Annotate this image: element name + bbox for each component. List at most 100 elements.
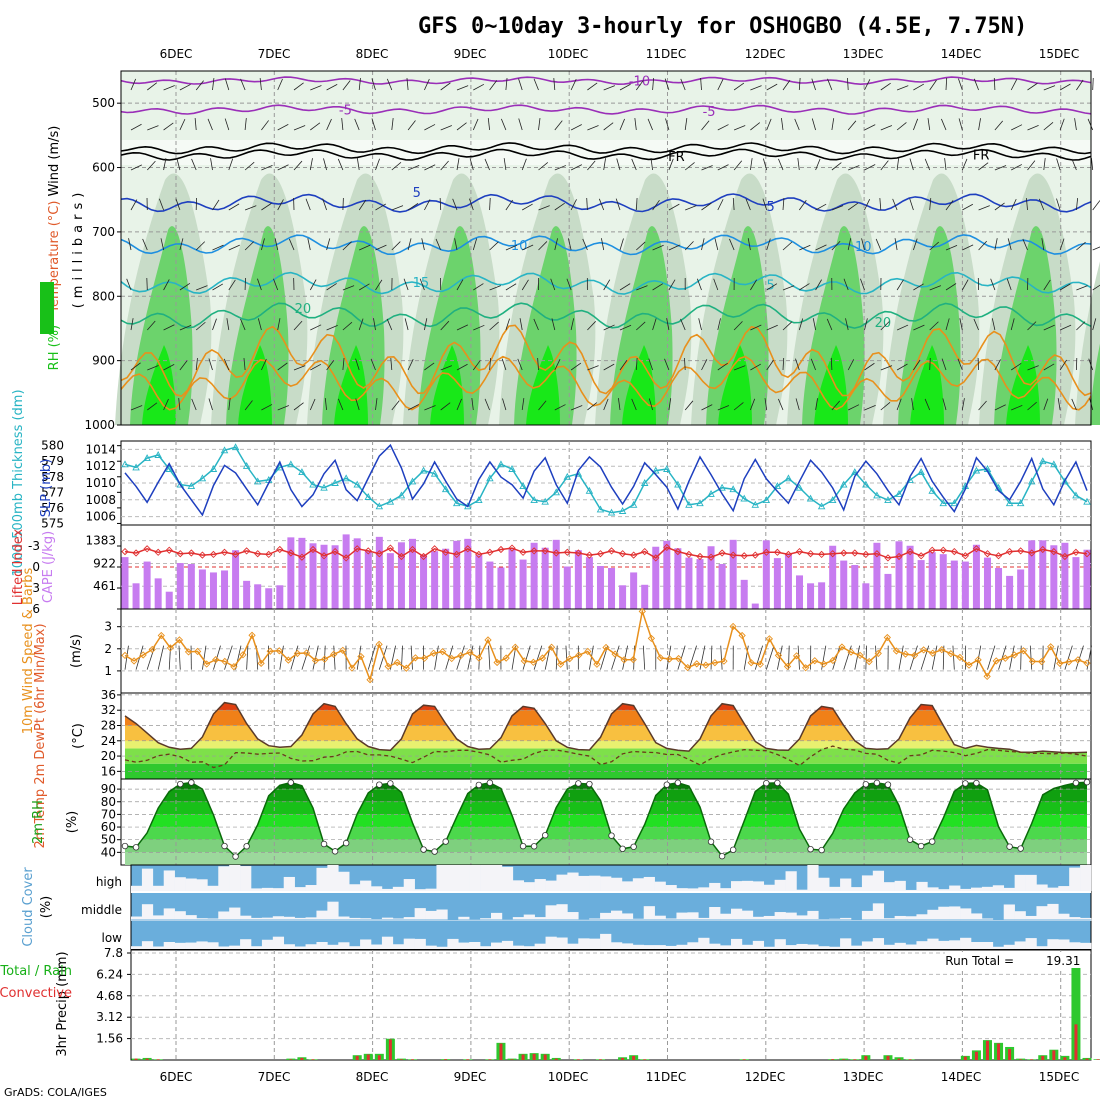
wind-barb (652, 199, 660, 211)
thickness-line-point (851, 468, 859, 476)
cloud-high-bar (600, 876, 612, 891)
cloud-middle-bar (938, 906, 950, 921)
wind-barb (342, 80, 351, 91)
wind-barb (551, 318, 556, 331)
cape-axes: -3 0 3 6 461 922 1383 (28, 534, 121, 616)
wind10m-line-point (321, 655, 329, 663)
cape-bar (497, 567, 505, 609)
wind10m-line-point (148, 645, 156, 654)
wind-barb (342, 358, 345, 371)
wind-barb (375, 244, 387, 251)
wind10m-line-point (602, 643, 610, 652)
wind-barb (827, 78, 833, 91)
cloud-high-bar (676, 888, 688, 891)
cloud-ylabel: Cloud Cover (21, 867, 36, 947)
cloud-low-bar (720, 945, 732, 949)
wind-barb (208, 398, 213, 411)
precip-conv-bar (311, 1059, 315, 1060)
wind10m-line-point (1083, 659, 1091, 667)
cloud-high-bar (971, 887, 983, 891)
cloud-high-bar (720, 888, 732, 891)
cloud-low-bar (1058, 939, 1070, 949)
wind-barb (1057, 398, 1061, 411)
wind-barb (1006, 278, 1012, 291)
cape-bar (1050, 545, 1058, 609)
wind-barb (472, 118, 479, 131)
wind10m-line-point (175, 636, 184, 644)
wind-barb (880, 402, 891, 411)
thickness-line-point (928, 486, 936, 494)
li-line-point (408, 545, 417, 554)
wind-barb (830, 357, 833, 371)
wind-barb (358, 318, 364, 331)
thickness-line-point (475, 496, 483, 504)
wind-barb (342, 241, 352, 251)
ylabel-wind: Wind (m/s) (47, 126, 62, 197)
wind10m-line-point (420, 654, 429, 662)
wind-barb (880, 321, 890, 331)
li-line-point (928, 546, 936, 554)
wind-barb (243, 358, 246, 371)
wind-barb (717, 199, 724, 211)
wind-barb (848, 165, 860, 171)
wind-barb (358, 199, 367, 211)
wind-barb (924, 158, 931, 171)
wind10m-line-point (384, 662, 392, 671)
thickness-line-point (784, 474, 793, 482)
precip-conv-bar (632, 1055, 636, 1060)
wind-barb (880, 160, 889, 171)
wind-barb (147, 160, 156, 171)
wind-barb (812, 318, 816, 331)
li-line-point (873, 550, 881, 558)
cape-bar (143, 561, 151, 609)
cloud-high-bar (905, 889, 917, 891)
rh-tick-label: 70 (101, 807, 116, 821)
temp-contour (120, 148, 1092, 161)
li-tick-label: 0 (32, 560, 40, 574)
wind-barb (696, 278, 702, 291)
wind-barb (501, 358, 507, 371)
cloud-middle-bar (611, 910, 623, 921)
cape-bar (121, 557, 129, 609)
li-line-point (906, 547, 914, 556)
wind10m-line-point (1001, 654, 1009, 662)
wind-barb (636, 321, 646, 331)
wind10m-line-point (756, 660, 764, 668)
wind-barb (261, 238, 265, 251)
wind-barb (195, 358, 198, 371)
cloud-high-bar (371, 886, 383, 891)
wind-barb (717, 164, 729, 171)
wind10m-line-point (302, 649, 311, 657)
cloud-high-bar (840, 878, 852, 891)
wind-barb (210, 158, 213, 171)
wind10m-barb (931, 645, 938, 670)
cloud-high-bar (403, 879, 415, 891)
precip-conv-bar (510, 1059, 514, 1060)
wind-barb (207, 118, 213, 131)
cloud-middle-bar (621, 913, 634, 921)
wind-barb (924, 398, 931, 411)
cloud-low-bar (294, 946, 306, 949)
wind-barb (142, 238, 148, 251)
thickness-line-point (950, 499, 959, 507)
run-total-box (945, 952, 1089, 968)
wind-barb (228, 158, 234, 171)
wind-barb (782, 285, 795, 291)
wind-barb (587, 82, 598, 91)
li-line-point (829, 550, 837, 558)
wind-barb (766, 359, 774, 371)
wind-barb (762, 158, 768, 171)
precip-conv-bar (963, 1056, 967, 1060)
wind-barb (1043, 324, 1055, 331)
wind-barb (973, 78, 979, 91)
rh-zone-green (514, 226, 577, 425)
wind-barb (309, 158, 313, 171)
wind-barb (179, 84, 191, 91)
wind10m-line-point (402, 664, 410, 672)
cape-bar (751, 603, 759, 609)
wind-barb (424, 78, 430, 91)
precip-conv-bar (886, 1055, 890, 1060)
thickness-line-point (375, 502, 384, 510)
wind10m-line-point (1065, 658, 1073, 666)
wind10m-line-point (665, 655, 674, 663)
